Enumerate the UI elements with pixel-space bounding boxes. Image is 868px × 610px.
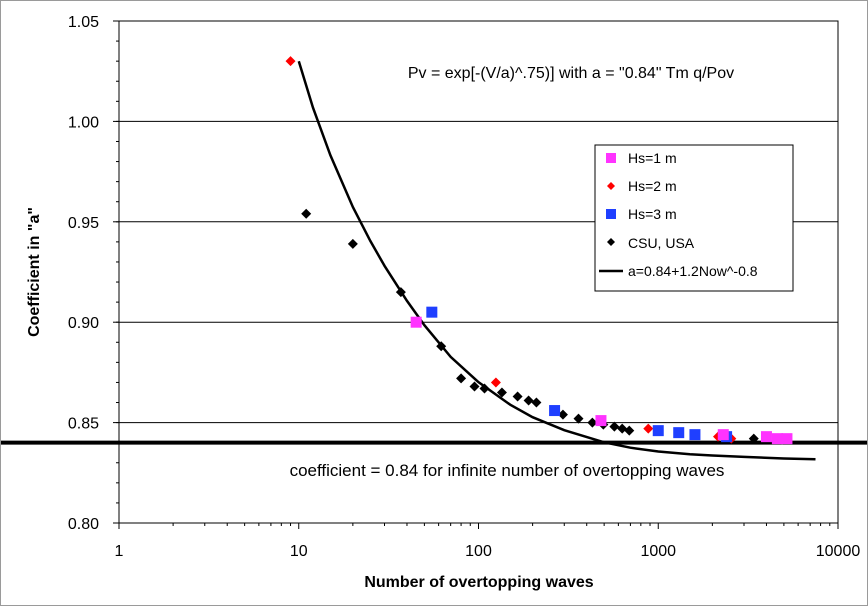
legend-label-curve: a=0.84+1.2Now^-0.8: [628, 263, 758, 279]
data-point: [523, 395, 534, 406]
formula-annotation: Pv = exp[-(V/a)^.75)] with a = "0.84" Tm…: [408, 65, 734, 82]
data-point: [673, 427, 685, 439]
fit-curve-group: [297, 60, 816, 461]
legend-label-hs2: Hs=2 m: [628, 178, 677, 194]
data-point: [410, 316, 422, 328]
data-point: [456, 373, 467, 384]
data-point: [643, 423, 654, 434]
data-point: [573, 413, 584, 424]
legend-label-hs3: Hs=3 m: [628, 206, 677, 222]
data-point: [609, 421, 620, 432]
data-point: [760, 431, 772, 443]
y-axis-title: Coefficient in "a": [26, 207, 43, 337]
y-tick-label: 0.80: [68, 516, 99, 533]
legend-marker-hs3: [606, 209, 616, 219]
data-point: [652, 425, 664, 437]
y-tick-label: 0.90: [68, 315, 99, 332]
data-point: [617, 423, 628, 434]
x-axis-ticks: 1 10 100 1000 10000: [115, 523, 861, 560]
data-point: [771, 433, 783, 445]
data-point: [781, 433, 793, 445]
fit-curve-line: [297, 60, 816, 461]
data-point: [436, 341, 447, 352]
reference-annotation: coefficient = 0.84 for infinite number o…: [290, 461, 725, 480]
y-axis-ticks: 0.80 0.85 0.90 0.95 1.00 1.05: [68, 14, 119, 533]
data-points: [285, 56, 793, 445]
legend-label-csu: CSU, USA: [628, 235, 695, 251]
data-point: [595, 415, 607, 427]
legend-marker-hs1: [606, 153, 616, 163]
data-point: [531, 397, 542, 408]
data-point: [689, 429, 701, 441]
data-point: [587, 417, 598, 428]
legend-marker-csu: [607, 238, 615, 246]
data-point: [490, 377, 501, 388]
gridlines: [119, 120, 838, 424]
data-point: [549, 405, 561, 417]
data-point: [426, 306, 438, 318]
legend: Hs=1 m Hs=2 m Hs=3 m CSU, USA a=0.84+1.2…: [594, 144, 794, 292]
data-point: [717, 429, 729, 441]
data-point: [395, 287, 406, 298]
data-point: [479, 383, 490, 394]
data-point: [512, 391, 523, 402]
data-point: [748, 433, 759, 444]
legend-marker-hs2: [607, 182, 615, 190]
data-point: [469, 381, 480, 392]
x-tick-label: 1: [115, 543, 124, 560]
y-tick-label: 0.95: [68, 215, 99, 232]
x-tick-label: 100: [465, 543, 492, 560]
y-tick-label: 1.00: [68, 114, 99, 131]
data-point: [557, 409, 568, 420]
data-point: [496, 387, 507, 398]
y-tick-label: 1.05: [68, 14, 99, 31]
legend-label-hs1: Hs=1 m: [628, 150, 677, 166]
y-tick-label: 0.85: [68, 416, 99, 433]
x-tick-label: 10: [290, 543, 308, 560]
x-tick-label: 10000: [816, 543, 861, 560]
data-point: [301, 208, 312, 219]
x-axis-title: Number of overtopping waves: [364, 574, 593, 591]
data-point: [347, 238, 358, 249]
data-point: [624, 425, 635, 436]
legend-box: [594, 144, 794, 292]
x-tick-label: 1000: [640, 543, 676, 560]
data-point: [285, 56, 296, 67]
